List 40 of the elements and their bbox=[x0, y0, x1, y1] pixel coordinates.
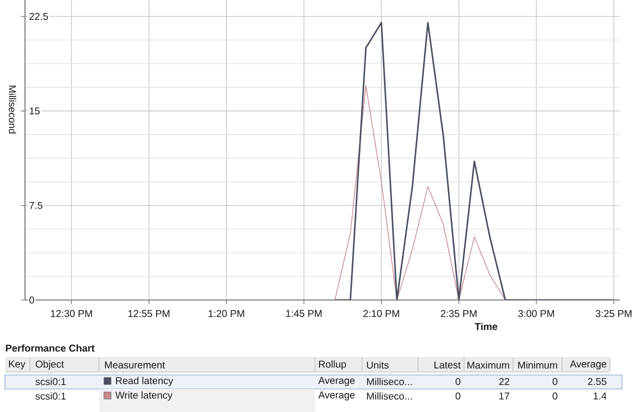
x-tick-label: 12:55 PM bbox=[128, 310, 170, 318]
text: Key bbox=[9, 360, 26, 370]
text: Average bbox=[318, 392, 355, 400]
text: Rollup bbox=[319, 360, 346, 370]
x-tick-label: 2:10 PM bbox=[363, 310, 400, 318]
y-tick-label: 7.5 bbox=[30, 202, 42, 209]
text: Latest bbox=[434, 362, 461, 368]
text: 0 bbox=[456, 378, 460, 386]
text: 17 bbox=[499, 392, 510, 400]
x-tick-label: 3:00 PM bbox=[518, 310, 554, 318]
text: 0 bbox=[552, 378, 558, 386]
x-tick-label: 1:20 PM bbox=[208, 310, 244, 318]
y-tick-label: 15 bbox=[30, 107, 40, 114]
x-axis-title: Time bbox=[474, 322, 498, 330]
text: 1.4 bbox=[594, 392, 606, 400]
y-tick-label: 0 bbox=[29, 296, 34, 304]
text: Milliseco... bbox=[367, 378, 412, 386]
text: 22 bbox=[499, 378, 510, 385]
y-axis-title: Millisecond bbox=[8, 86, 16, 134]
text: Maximum bbox=[468, 361, 510, 369]
text: 0 bbox=[552, 392, 558, 400]
x-tick-label: 1:45 PM bbox=[286, 310, 322, 317]
text: Object bbox=[36, 360, 64, 370]
text: Average bbox=[570, 360, 606, 370]
x-tick-label: 2:35 PM bbox=[440, 310, 477, 318]
y-tick-label: 22.5 bbox=[30, 12, 48, 20]
legend-label: Write latency bbox=[115, 391, 172, 401]
legend-label: Read latency bbox=[116, 376, 174, 386]
legend-title: Performance Chart bbox=[6, 344, 95, 352]
text: 0 bbox=[456, 392, 460, 400]
text: Milliseco... bbox=[367, 392, 412, 400]
text: Minimum bbox=[518, 361, 558, 369]
text: scsi0:1 bbox=[36, 392, 66, 400]
text: Units bbox=[367, 361, 389, 369]
text: scsi0:1 bbox=[36, 378, 66, 386]
text: Measurement bbox=[105, 362, 165, 368]
text: 2.55 bbox=[588, 378, 606, 386]
x-tick-label: 12:30 PM bbox=[50, 310, 92, 318]
text: Average bbox=[318, 377, 355, 386]
x-tick-label: 3:25 PM bbox=[596, 310, 632, 318]
